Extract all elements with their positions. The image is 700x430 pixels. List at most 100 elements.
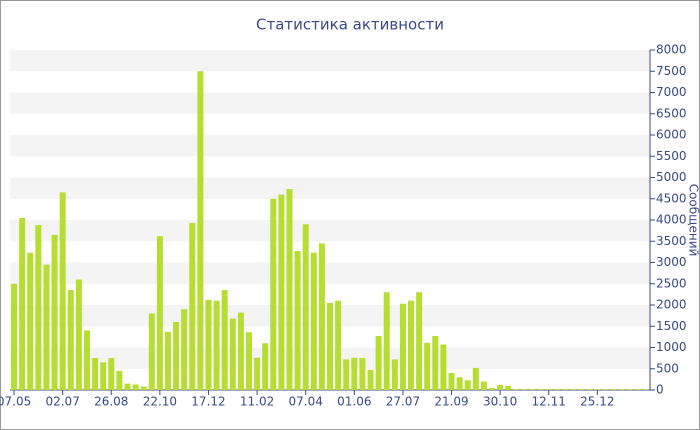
bar bbox=[173, 322, 180, 390]
y-tick-label: 5000 bbox=[656, 170, 687, 184]
bar bbox=[262, 343, 269, 390]
bar bbox=[221, 290, 228, 390]
x-tick-label: 01.06 bbox=[337, 395, 371, 409]
bar bbox=[497, 384, 504, 390]
bar bbox=[448, 373, 455, 390]
bar bbox=[391, 359, 398, 390]
grid-band bbox=[10, 92, 650, 114]
bar bbox=[254, 357, 261, 390]
bar bbox=[124, 383, 131, 390]
bar bbox=[375, 336, 382, 390]
grid-band bbox=[10, 135, 650, 157]
y-tick-label: 7000 bbox=[656, 85, 687, 99]
bar bbox=[286, 188, 293, 390]
y-tick-label: 2000 bbox=[656, 298, 687, 312]
grid-band bbox=[10, 50, 650, 72]
bar bbox=[51, 234, 58, 390]
y-tick-label: 3500 bbox=[656, 234, 687, 248]
y-tick-label: 500 bbox=[656, 361, 679, 375]
bar bbox=[140, 386, 147, 390]
bar bbox=[513, 389, 520, 390]
bar bbox=[67, 290, 74, 390]
bar bbox=[318, 243, 325, 390]
y-tick-label: 1500 bbox=[656, 319, 687, 333]
bar bbox=[570, 389, 577, 390]
y-axis-label: Сообщений bbox=[687, 184, 700, 257]
bar bbox=[351, 357, 358, 390]
bar bbox=[327, 302, 333, 390]
y-tick-label: 1000 bbox=[656, 340, 687, 354]
bar bbox=[480, 381, 487, 390]
y-tick-label: 7500 bbox=[656, 64, 687, 78]
x-tick-label: 25.12 bbox=[580, 395, 614, 409]
grid-band bbox=[10, 220, 650, 242]
bar bbox=[464, 380, 471, 390]
bar bbox=[432, 336, 439, 390]
bar bbox=[213, 300, 220, 390]
bar bbox=[156, 236, 163, 390]
x-tick-label: 07.04 bbox=[289, 395, 323, 409]
bar bbox=[205, 299, 212, 390]
bar bbox=[343, 359, 350, 390]
y-tick-label: 5500 bbox=[656, 149, 687, 163]
bar bbox=[59, 192, 66, 390]
bar bbox=[618, 389, 625, 390]
bar bbox=[561, 389, 568, 390]
bar bbox=[416, 292, 423, 390]
bar bbox=[237, 312, 244, 390]
bar bbox=[270, 198, 277, 390]
y-tick-label: 4500 bbox=[656, 191, 687, 205]
bar bbox=[440, 344, 447, 390]
bar bbox=[164, 331, 171, 390]
bar bbox=[197, 71, 204, 390]
y-tick-label: 0 bbox=[656, 383, 664, 397]
x-tick-label: 12.11 bbox=[532, 395, 566, 409]
bar bbox=[245, 332, 252, 390]
y-tick-label: 4000 bbox=[656, 213, 687, 227]
x-tick-label: 27.07 bbox=[386, 395, 420, 409]
bar bbox=[545, 389, 552, 390]
bar bbox=[11, 283, 18, 390]
bar bbox=[472, 367, 479, 390]
x-tick-label: 17.12 bbox=[191, 395, 225, 409]
bar bbox=[634, 389, 641, 390]
bar bbox=[367, 370, 374, 390]
bar bbox=[132, 384, 139, 390]
y-tick-label: 2500 bbox=[656, 276, 687, 290]
x-tick-label: 02.07 bbox=[45, 395, 79, 409]
bar bbox=[578, 389, 585, 390]
bar bbox=[642, 389, 649, 390]
bar bbox=[19, 217, 26, 390]
bar bbox=[529, 389, 536, 390]
bar bbox=[43, 264, 50, 390]
y-tick-label: 6000 bbox=[656, 128, 687, 142]
bar bbox=[229, 318, 236, 390]
y-tick-label: 6500 bbox=[656, 106, 687, 120]
x-tick-label: 11.02 bbox=[240, 395, 274, 409]
bar bbox=[75, 279, 82, 390]
bar bbox=[626, 389, 633, 390]
bar bbox=[278, 194, 285, 390]
bar bbox=[553, 389, 560, 390]
bar bbox=[610, 389, 617, 390]
bar bbox=[35, 225, 42, 390]
x-tick-label: 21.09 bbox=[434, 395, 468, 409]
y-tick-label: 3000 bbox=[656, 255, 687, 269]
bar bbox=[456, 377, 463, 390]
bar bbox=[399, 303, 406, 390]
y-tick-label: 8000 bbox=[656, 43, 687, 57]
bar bbox=[92, 358, 99, 390]
bar bbox=[108, 358, 115, 390]
bar bbox=[537, 389, 544, 390]
bar bbox=[383, 292, 390, 390]
bar bbox=[335, 300, 342, 390]
bar bbox=[302, 224, 309, 390]
grid-band bbox=[10, 262, 650, 284]
x-tick-label: 30.10 bbox=[483, 395, 517, 409]
bar bbox=[359, 358, 366, 390]
grid-band bbox=[10, 177, 650, 199]
bar bbox=[189, 222, 196, 390]
chart-title: Статистика активности bbox=[256, 16, 444, 34]
bar bbox=[586, 389, 593, 390]
